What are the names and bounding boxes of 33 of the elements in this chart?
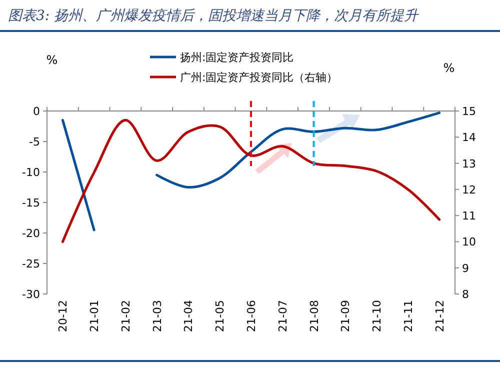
- x-tick-label: 21-11: [402, 300, 415, 332]
- y2-tick-label: 15: [462, 105, 476, 118]
- legend-label: 扬州:固定资产投资同比: [180, 51, 294, 64]
- y-axis-title: %: [46, 53, 58, 67]
- x-tick-label: 21-08: [308, 300, 321, 332]
- y-tick-label: -5: [29, 136, 40, 148]
- y2-tick-label: 12: [462, 183, 476, 196]
- y2-tick-label: 11: [462, 210, 476, 223]
- x-tick-label: 21-02: [119, 300, 132, 332]
- x-tick-label: 21-07: [276, 300, 290, 332]
- y2-tick-label: 14: [462, 131, 476, 144]
- x-tick-label: 21-12: [433, 300, 446, 332]
- y-tick-label: -25: [22, 258, 40, 270]
- legend-label: 广州:固定资产投资同比（右轴）: [180, 71, 338, 84]
- x-tick-label: 21-06: [245, 300, 258, 332]
- y-tick-label: -30: [22, 288, 40, 301]
- y2-tick-label: 13: [462, 157, 476, 170]
- x-tick-label: 20-12: [56, 300, 70, 332]
- x-tick-label: 21-04: [182, 300, 196, 332]
- y-tick-label: 0: [33, 105, 40, 118]
- y-tick-label: -15: [22, 196, 40, 210]
- y-tick-label: -20: [22, 227, 40, 240]
- x-tick-label: 21-05: [214, 300, 227, 332]
- y2-tick-label: 8: [462, 288, 469, 301]
- x-tick-label: 21-01: [88, 300, 102, 332]
- x-tick-label: 21-10: [370, 300, 384, 332]
- y2-tick-label: 10: [462, 236, 476, 249]
- y-tick-label: -10: [22, 166, 40, 179]
- x-tick-label: 21-03: [150, 300, 164, 332]
- chart-title: 图表3: 扬州、广州爆发疫情后，固投增速当月下降，次月有所提升: [8, 8, 420, 24]
- y2-tick-label: 9: [462, 262, 469, 275]
- x-tick-label: 21-09: [339, 300, 352, 332]
- y2-axis-title: %: [443, 61, 455, 75]
